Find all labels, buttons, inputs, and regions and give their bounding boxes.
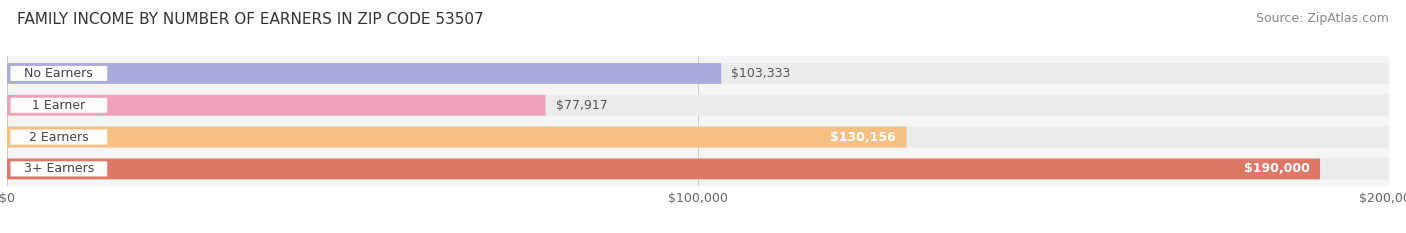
Text: $190,000: $190,000 xyxy=(1244,162,1309,175)
Text: 2 Earners: 2 Earners xyxy=(30,130,89,144)
Text: 1 Earner: 1 Earner xyxy=(32,99,86,112)
Text: $77,917: $77,917 xyxy=(555,99,607,112)
FancyBboxPatch shape xyxy=(7,158,1320,179)
Text: No Earners: No Earners xyxy=(24,67,93,80)
Text: $103,333: $103,333 xyxy=(731,67,790,80)
FancyBboxPatch shape xyxy=(7,63,721,84)
FancyBboxPatch shape xyxy=(7,63,1389,84)
FancyBboxPatch shape xyxy=(10,98,107,113)
Text: 3+ Earners: 3+ Earners xyxy=(24,162,94,175)
FancyBboxPatch shape xyxy=(7,158,1389,179)
FancyBboxPatch shape xyxy=(7,127,1389,147)
FancyBboxPatch shape xyxy=(7,95,546,116)
FancyBboxPatch shape xyxy=(7,127,907,147)
Text: $130,156: $130,156 xyxy=(831,130,896,144)
Text: FAMILY INCOME BY NUMBER OF EARNERS IN ZIP CODE 53507: FAMILY INCOME BY NUMBER OF EARNERS IN ZI… xyxy=(17,12,484,27)
FancyBboxPatch shape xyxy=(7,95,1389,116)
FancyBboxPatch shape xyxy=(10,66,107,81)
FancyBboxPatch shape xyxy=(10,161,107,176)
Text: Source: ZipAtlas.com: Source: ZipAtlas.com xyxy=(1256,12,1389,25)
FancyBboxPatch shape xyxy=(10,130,107,145)
